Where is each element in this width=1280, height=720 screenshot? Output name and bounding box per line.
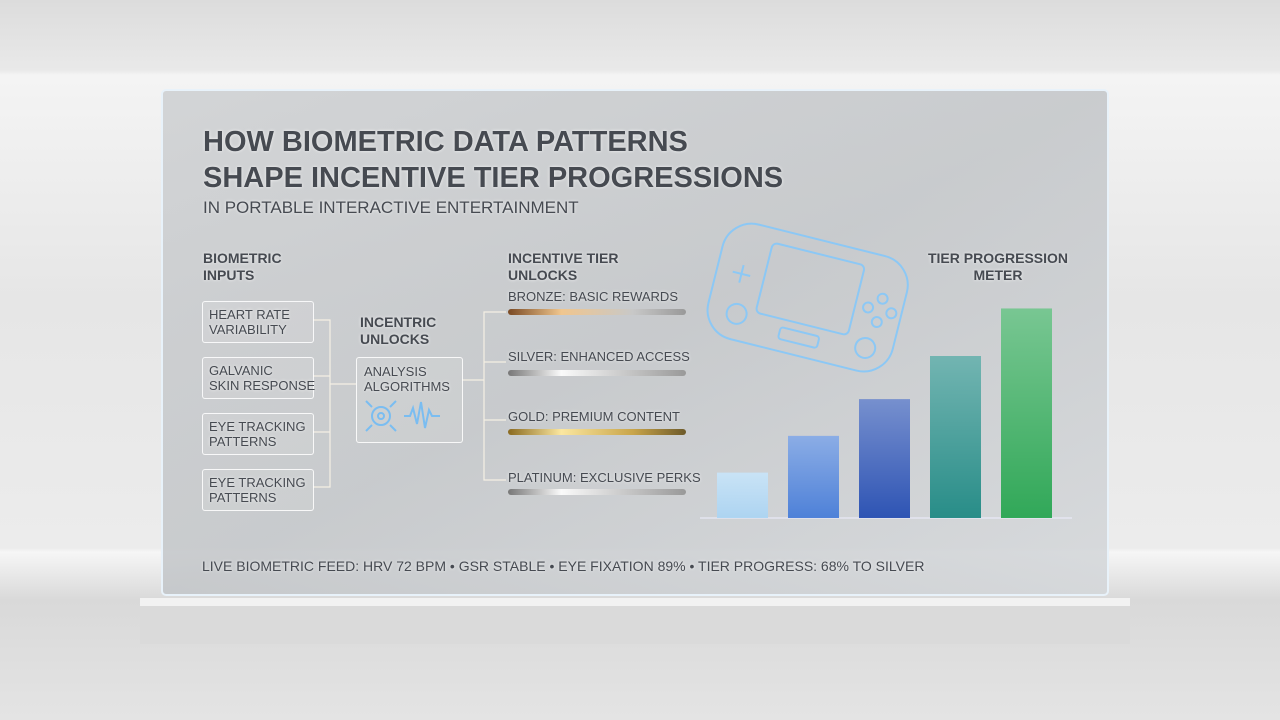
tiers-heading: INCENTIVE TIER UNLOCKS bbox=[508, 250, 618, 284]
input-line: SKIN RESPONSE bbox=[209, 378, 316, 393]
meter-title-line: TIER PROGRESSION bbox=[927, 250, 1069, 266]
input-label: EYE TRACKING PATTERNS bbox=[209, 475, 306, 505]
input-line: GALVANIC bbox=[209, 363, 273, 378]
network-icon bbox=[365, 400, 440, 432]
input-label: EYE TRACKING PATTERNS bbox=[209, 419, 306, 449]
input-line: PATTERNS bbox=[209, 434, 277, 449]
meter bbox=[717, 308, 1052, 518]
input-line: EYE TRACKING bbox=[209, 475, 306, 490]
input-line: VARIABILITY bbox=[209, 322, 287, 337]
input-line: HEART RATE bbox=[209, 307, 290, 322]
meter-title: TIER PROGRESSION METER bbox=[906, 250, 1090, 284]
heading-line: UNLOCKS bbox=[360, 331, 430, 347]
input-box bbox=[202, 469, 314, 511]
tier-label: GOLD: PREMIUM CONTENT bbox=[508, 409, 680, 424]
tier-label: BRONZE: BASIC REWARDS bbox=[508, 289, 678, 304]
heading-line: INPUTS bbox=[203, 267, 255, 283]
input-box bbox=[202, 357, 314, 399]
analysis-box bbox=[356, 357, 463, 443]
tier-label: SILVER: ENHANCED ACCESS bbox=[508, 349, 690, 364]
heading-line: INCENTRIC bbox=[360, 314, 437, 330]
box-line: ANALYSIS bbox=[364, 364, 427, 379]
title: HOW BIOMETRIC DATA PATTERNS SHAPE INCENTI… bbox=[203, 124, 783, 196]
input-line: PATTERNS bbox=[209, 490, 277, 505]
title-line: SHAPE INCENTIVE TIER PROGRESSIONS bbox=[203, 162, 784, 194]
gold-bar bbox=[508, 429, 686, 435]
silver-bar bbox=[508, 370, 686, 376]
meter-bar-sheen bbox=[1001, 308, 1052, 518]
tier-label: PLATINUM: EXCLUSIVE PERKS bbox=[508, 470, 701, 485]
footer: LIVE BIOMETRIC FEED: HRV 72 BPM • GSR ST… bbox=[202, 558, 925, 574]
input-label: HEART RATE VARIABILITY bbox=[209, 307, 290, 337]
device-outline bbox=[706, 222, 909, 373]
meter-bar-sheen bbox=[859, 399, 910, 518]
platinum-bar bbox=[508, 489, 686, 495]
box-line: ALGORITHMS bbox=[364, 379, 450, 394]
bronze-bar bbox=[508, 309, 686, 315]
heading-line: INCENTIVE TIER bbox=[508, 250, 619, 266]
heading-line: BIOMETRIC bbox=[203, 250, 282, 266]
meter-bar-sheen bbox=[788, 435, 839, 518]
title-line: HOW BIOMETRIC DATA PATTERNS bbox=[203, 126, 688, 158]
inputs-heading: BIOMETRIC INPUTS bbox=[203, 250, 282, 284]
analysis-heading: INCENTRIC UNLOCKS bbox=[360, 314, 436, 348]
heading-line: UNLOCKS bbox=[508, 267, 578, 283]
input-box bbox=[202, 301, 314, 343]
meter-bar-sheen bbox=[930, 356, 981, 518]
meter-title-line: METER bbox=[973, 267, 1023, 283]
input-label: GALVANIC SKIN RESPONSE bbox=[209, 363, 315, 393]
input-box bbox=[202, 413, 314, 455]
input-line: EYE TRACKING bbox=[209, 419, 306, 434]
meter-bar-sheen bbox=[717, 472, 768, 518]
analysis-box-text: ANALYSIS ALGORITHMS bbox=[364, 364, 450, 394]
stand-top bbox=[140, 598, 1130, 606]
subtitle: IN PORTABLE INTERACTIVE ENTERTAINMENT bbox=[203, 198, 579, 217]
connectors bbox=[313, 311, 506, 488]
